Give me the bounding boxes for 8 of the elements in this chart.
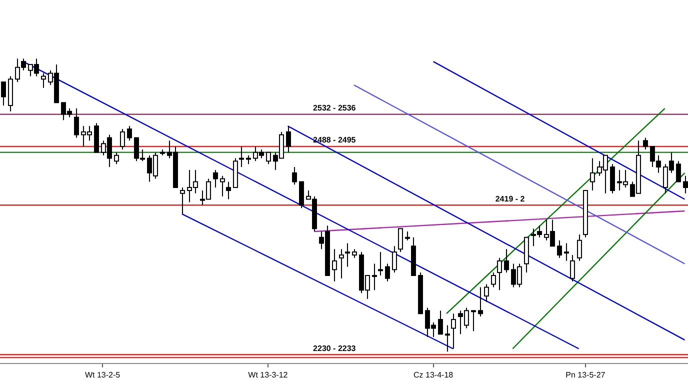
x-tick-label: Wt 13-2-5: [84, 370, 121, 380]
annotation: 2488 - 2495: [313, 136, 356, 145]
annotation: 2230 - 2233: [313, 344, 356, 353]
annotation: 2532 - 2536: [313, 104, 356, 112]
x-tick-label: Pn 13-5-27: [566, 370, 606, 380]
x-tick-label: Wt 13-3-12: [248, 370, 288, 380]
x-tick-label: Cz 13-4-18: [414, 370, 454, 380]
annotation: 2419 - 2: [495, 194, 526, 204]
